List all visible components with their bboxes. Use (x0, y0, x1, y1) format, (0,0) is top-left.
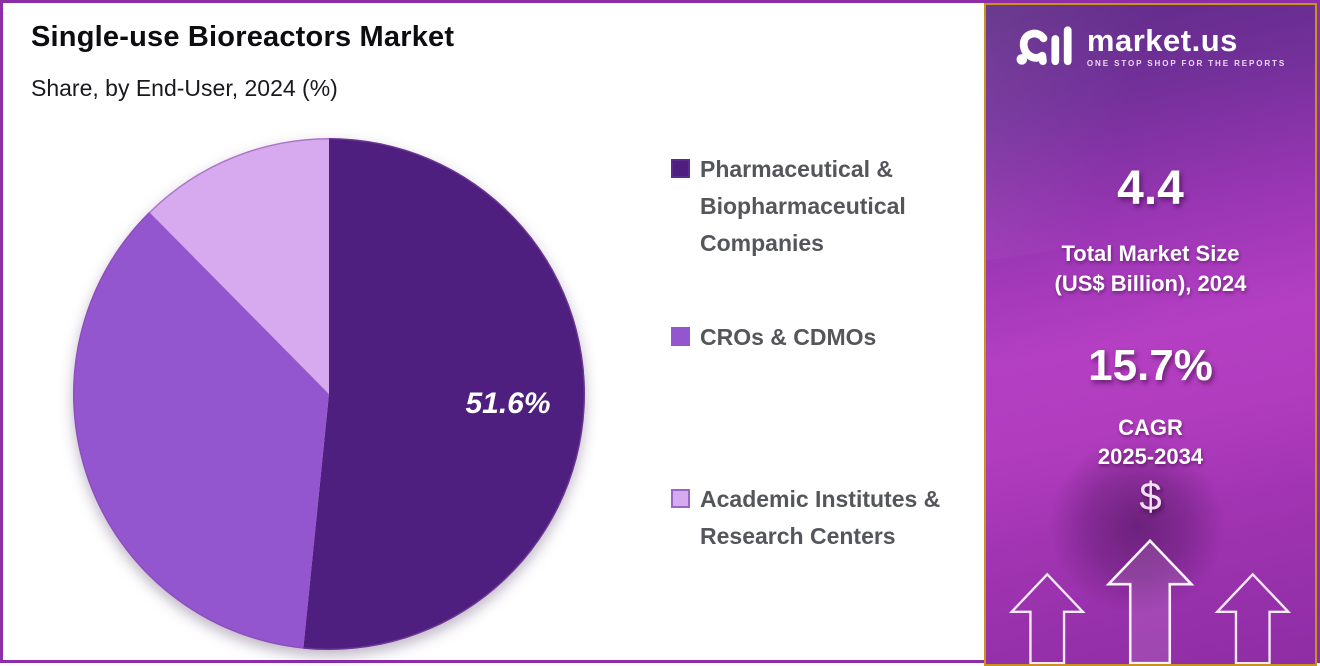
brand-text: market.us ONE STOP SHOP FOR THE REPORTS (1086, 23, 1287, 68)
brand-panel: market.us ONE STOP SHOP FOR THE REPORTS … (984, 3, 1317, 666)
page-title: Single-use Bioreactors Market (31, 21, 455, 53)
legend-swatch-academic (671, 489, 690, 508)
pie-slice-2 (149, 138, 329, 394)
pie-slice-1 (72, 211, 329, 649)
legend-label-cros-cdmos: CROs & CDMOs (700, 319, 876, 356)
cagr-label-line2: 2025-2034 (1097, 444, 1204, 469)
brand-name: market.us (1086, 23, 1238, 58)
brand-tagline: ONE STOP SHOP FOR THE REPORTS (1086, 59, 1287, 68)
legend-label-line: Biopharmaceutical (700, 193, 906, 219)
growth-arrows-icon (986, 534, 1315, 664)
up-arrows-icon (1008, 538, 1292, 664)
legend-item-academic: Academic Institutes & Research Centers (671, 481, 940, 555)
legend-item-cros-cdmos: CROs & CDMOs (671, 319, 876, 356)
pie-chart-container: 51.6% (69, 134, 589, 654)
market-size-label-line1: Total Market Size (1061, 241, 1240, 266)
legend-label-line: Academic Institutes & (700, 486, 941, 512)
legend-item-pharma: Pharmaceutical & Biopharmaceutical Compa… (671, 151, 906, 262)
page-subtitle: Share, by End-User, 2024 (%) (31, 75, 338, 101)
chart-panel: Single-use Bioreactors Market Share, by … (3, 3, 990, 666)
legend-label-line: Companies (700, 230, 824, 256)
pie-value-label: 51.6% (465, 387, 550, 420)
dollar-icon: $ (1139, 475, 1162, 519)
cagr-label: CAGR 2025-2034 (986, 413, 1315, 471)
legend-label-academic: Academic Institutes & Research Centers (700, 481, 940, 555)
legend-label-line: Pharmaceutical & (700, 156, 894, 182)
pie-outline-ring (73, 138, 585, 650)
legend-label-line: Research Centers (700, 523, 896, 549)
cagr-label-line1: CAGR (1118, 415, 1183, 440)
marketus-logo-icon (1016, 26, 1072, 66)
pie-chart: 51.6% (72, 138, 585, 650)
market-size-label: Total Market Size (US$ Billion), 2024 (986, 239, 1315, 299)
pie-slice-0 (303, 138, 585, 650)
legend-label-line: CROs & CDMOs (700, 324, 877, 350)
cagr-value: 15.7% (1088, 341, 1213, 390)
legend-swatch-cros-cdmos (671, 327, 690, 346)
legend-label-pharma: Pharmaceutical & Biopharmaceutical Compa… (700, 151, 906, 262)
brand-logo: market.us ONE STOP SHOP FOR THE REPORTS (986, 21, 1315, 73)
market-size-value: 4.4 (1117, 162, 1184, 215)
legend-swatch-pharma (671, 159, 690, 178)
market-size-label-line2: (US$ Billion), 2024 (1054, 271, 1247, 296)
